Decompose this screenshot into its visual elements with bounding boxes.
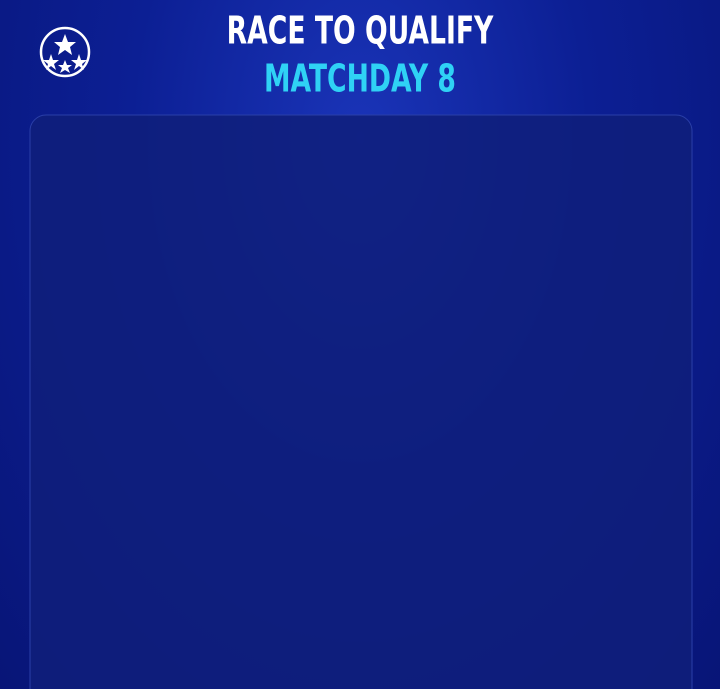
- logo: [39, 26, 91, 78]
- chart-subtitle: MATCHDAY 8: [264, 57, 456, 102]
- chart-title: RACE TO QUALIFY: [227, 9, 494, 54]
- chart-panel: [29, 114, 693, 689]
